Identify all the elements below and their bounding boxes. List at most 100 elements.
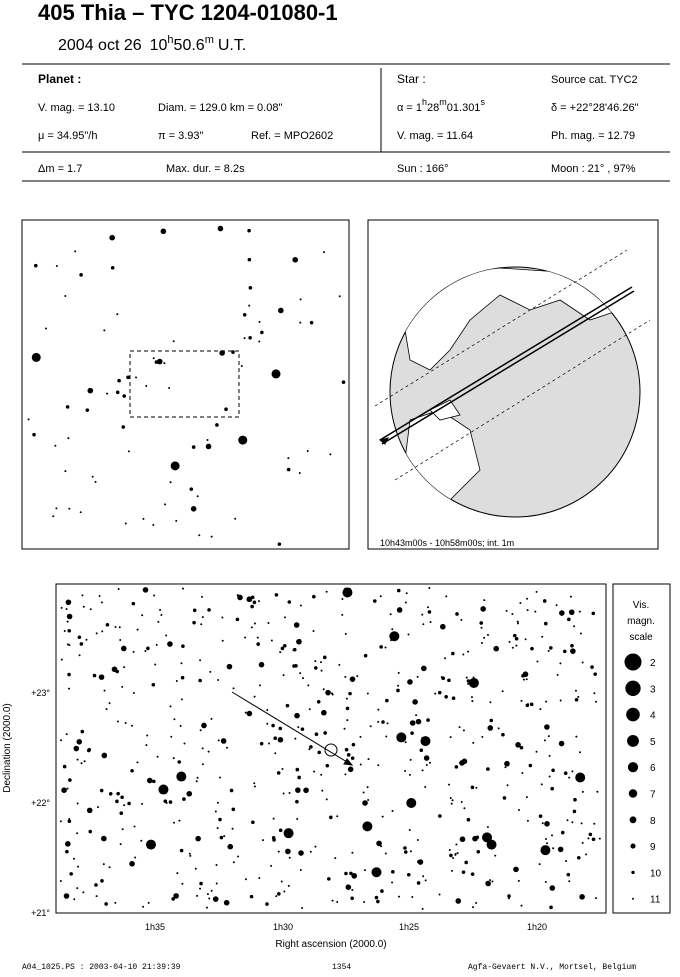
- legend-dot: [625, 680, 641, 696]
- star: [292, 256, 299, 263]
- star: [471, 906, 474, 909]
- star: [86, 807, 93, 814]
- star: [461, 870, 466, 874]
- star: [98, 674, 105, 680]
- star: [409, 803, 412, 806]
- star: [76, 887, 79, 890]
- star: [467, 682, 470, 685]
- star: [344, 632, 347, 635]
- legend-dot: [627, 734, 639, 747]
- star: [280, 646, 285, 651]
- star: [253, 782, 256, 785]
- star: [454, 852, 457, 855]
- star: [437, 690, 442, 695]
- star: [298, 471, 301, 474]
- star: [415, 714, 418, 717]
- star: [231, 827, 234, 830]
- star: [303, 787, 309, 794]
- star: [55, 507, 58, 510]
- star: [526, 819, 529, 822]
- star: [563, 771, 568, 776]
- star: [596, 790, 599, 793]
- star: [85, 638, 88, 641]
- star: [119, 638, 122, 641]
- minutes: 50.6: [174, 37, 205, 54]
- star: [121, 828, 124, 831]
- star: [445, 595, 448, 598]
- star: [322, 688, 325, 691]
- star: [215, 882, 218, 885]
- star: [489, 701, 492, 704]
- star: [91, 475, 94, 478]
- star: [206, 893, 209, 896]
- star: [379, 595, 382, 598]
- star-vmag: V. mag. = 11.64: [397, 130, 473, 142]
- star: [550, 786, 554, 791]
- legend-label: 11: [650, 895, 661, 906]
- star: [192, 620, 196, 625]
- star: [309, 850, 312, 853]
- star: [588, 832, 593, 837]
- star: [275, 895, 278, 898]
- star: [575, 735, 578, 738]
- star: [320, 669, 323, 672]
- star: [253, 785, 256, 788]
- moon: Moon : 21° , 97%: [551, 163, 636, 175]
- star: [313, 666, 318, 670]
- star: [568, 880, 571, 883]
- star-delta: δ = +22°28'46.26": [551, 102, 639, 114]
- star: [282, 792, 285, 795]
- star: [259, 741, 264, 746]
- star: [344, 871, 348, 876]
- legend-label: 9: [650, 842, 656, 853]
- star: [114, 901, 117, 904]
- star: [258, 320, 261, 323]
- star: [403, 846, 407, 850]
- legend-label: 5: [650, 737, 656, 748]
- star-heading: Star :: [397, 72, 426, 86]
- star: [448, 848, 451, 851]
- star: [349, 676, 356, 682]
- star: [444, 695, 448, 699]
- star: [215, 863, 218, 866]
- star: [76, 739, 83, 745]
- star: [103, 689, 106, 692]
- star: [210, 535, 213, 538]
- star: [165, 634, 168, 637]
- star: [68, 507, 71, 510]
- legend-dot: [627, 762, 639, 773]
- star: [294, 737, 297, 740]
- star: [129, 860, 135, 867]
- star: [381, 720, 385, 724]
- star-phmag: Ph. mag. = 12.79: [551, 130, 635, 142]
- star: [292, 664, 296, 668]
- star: [299, 672, 302, 675]
- star: [544, 880, 547, 883]
- star: [116, 791, 120, 796]
- star: [276, 771, 281, 775]
- star: [192, 608, 197, 613]
- star: [219, 835, 224, 840]
- star: [460, 618, 463, 621]
- star: [515, 644, 518, 647]
- star: [475, 786, 478, 789]
- star: [367, 799, 370, 802]
- star: [359, 735, 362, 738]
- star: [538, 814, 543, 818]
- star-source: Source cat. TYC2: [551, 74, 638, 86]
- star: [198, 534, 201, 537]
- star: [480, 606, 486, 612]
- star: [208, 897, 211, 900]
- star: [105, 708, 108, 711]
- star: [579, 894, 585, 900]
- star: [180, 675, 185, 680]
- star: [559, 662, 562, 665]
- star: [68, 644, 71, 647]
- star: [519, 745, 524, 750]
- star: [404, 770, 407, 773]
- star: [491, 880, 494, 883]
- star: [530, 646, 534, 651]
- star: [111, 666, 118, 673]
- star: [246, 596, 253, 603]
- star: [236, 594, 239, 597]
